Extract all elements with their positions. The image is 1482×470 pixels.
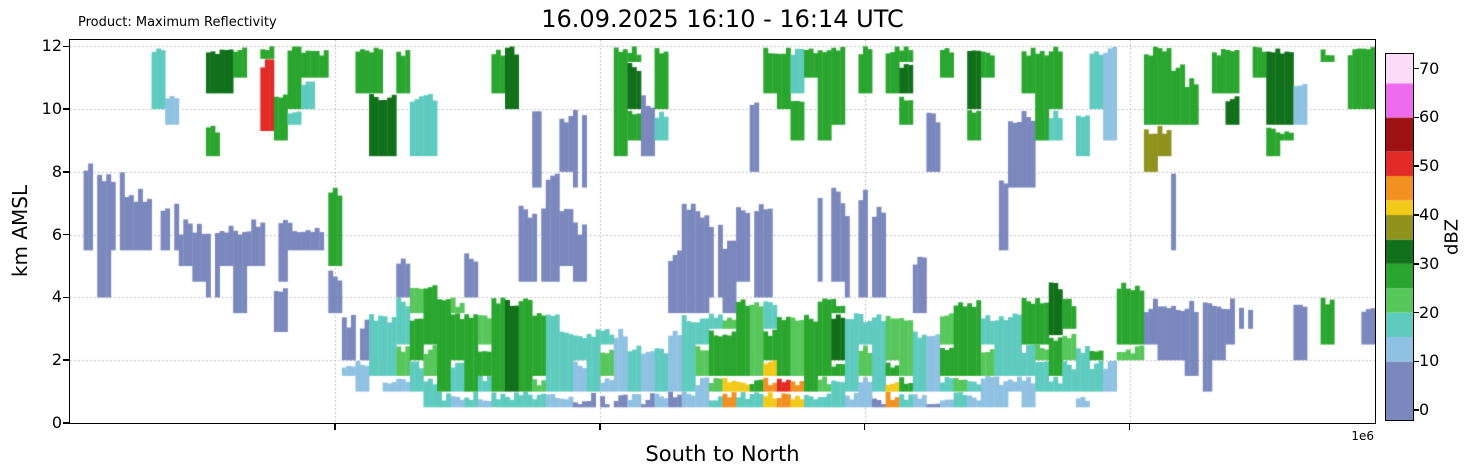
y-tick-mark — [63, 233, 69, 236]
y-tick-mark — [63, 359, 69, 361]
y-tick-mark — [63, 422, 69, 424]
product-label: Product: Maximum Reflectivity — [78, 15, 277, 30]
y-tick-label: 10 — [41, 99, 62, 119]
colorbar-tick-mark — [1414, 214, 1419, 216]
colorbar-tick-mark — [1414, 116, 1419, 119]
y-tick-label: 8 — [51, 161, 62, 181]
y-tick-mark — [63, 45, 69, 48]
colorbar-tick-label: 60 — [1419, 107, 1440, 127]
colorbar-tick-mark — [1414, 165, 1419, 167]
x-axis-offset-label: 1e6 — [1351, 429, 1374, 443]
colorbar-tick-label: 40 — [1419, 205, 1440, 225]
x-axis-label: South to North — [645, 442, 800, 466]
x-tick-mark — [334, 424, 336, 430]
colorbar-tick-label: 10 — [1419, 351, 1440, 371]
colorbar-tick-label: 20 — [1419, 302, 1440, 322]
colorbar-tick-label: 30 — [1419, 253, 1440, 273]
y-tick-label: 6 — [51, 224, 62, 244]
colorbar-gradient-canvas — [1386, 54, 1413, 420]
y-tick-label: 4 — [51, 287, 62, 307]
x-tick-mark — [863, 424, 866, 430]
y-tick-label: 2 — [51, 350, 62, 370]
plot-area — [69, 39, 1376, 424]
colorbar-tick-mark — [1414, 311, 1419, 314]
colorbar-tick-label: 0 — [1419, 400, 1430, 420]
x-tick-mark — [599, 424, 601, 430]
colorbar-tick-mark — [1414, 67, 1419, 70]
y-tick-mark — [63, 108, 69, 110]
reflectivity-heatmap-canvas — [70, 40, 1375, 423]
colorbar-label: dBZ — [1441, 218, 1463, 256]
y-tick-mark — [63, 296, 69, 299]
colorbar-tick-label: 50 — [1419, 156, 1440, 176]
y-tick-label: 12 — [41, 36, 62, 56]
colorbar-tick-mark — [1414, 360, 1419, 363]
y-tick-label: 0 — [51, 413, 62, 432]
x-tick-mark — [1128, 424, 1131, 430]
colorbar-tick-mark — [1414, 263, 1419, 265]
colorbar — [1385, 53, 1414, 421]
chart-title: 16.09.2025 16:10 - 16:14 UTC — [541, 5, 904, 33]
colorbar-tick-label: 70 — [1419, 58, 1440, 78]
y-tick-mark — [63, 171, 69, 173]
colorbar-tick-mark — [1414, 409, 1419, 411]
